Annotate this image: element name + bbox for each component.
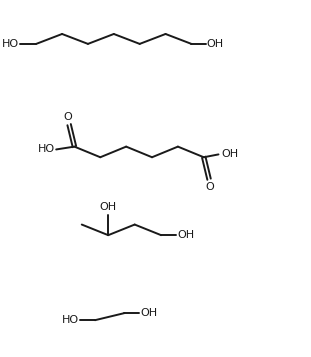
Text: O: O [63, 112, 72, 122]
Text: HO: HO [62, 315, 79, 325]
Text: OH: OH [207, 39, 224, 49]
Text: OH: OH [100, 202, 117, 212]
Text: O: O [205, 182, 214, 192]
Text: HO: HO [38, 145, 55, 155]
Text: OH: OH [221, 150, 239, 160]
Text: OH: OH [140, 308, 157, 318]
Text: OH: OH [177, 230, 194, 240]
Text: HO: HO [2, 39, 19, 49]
